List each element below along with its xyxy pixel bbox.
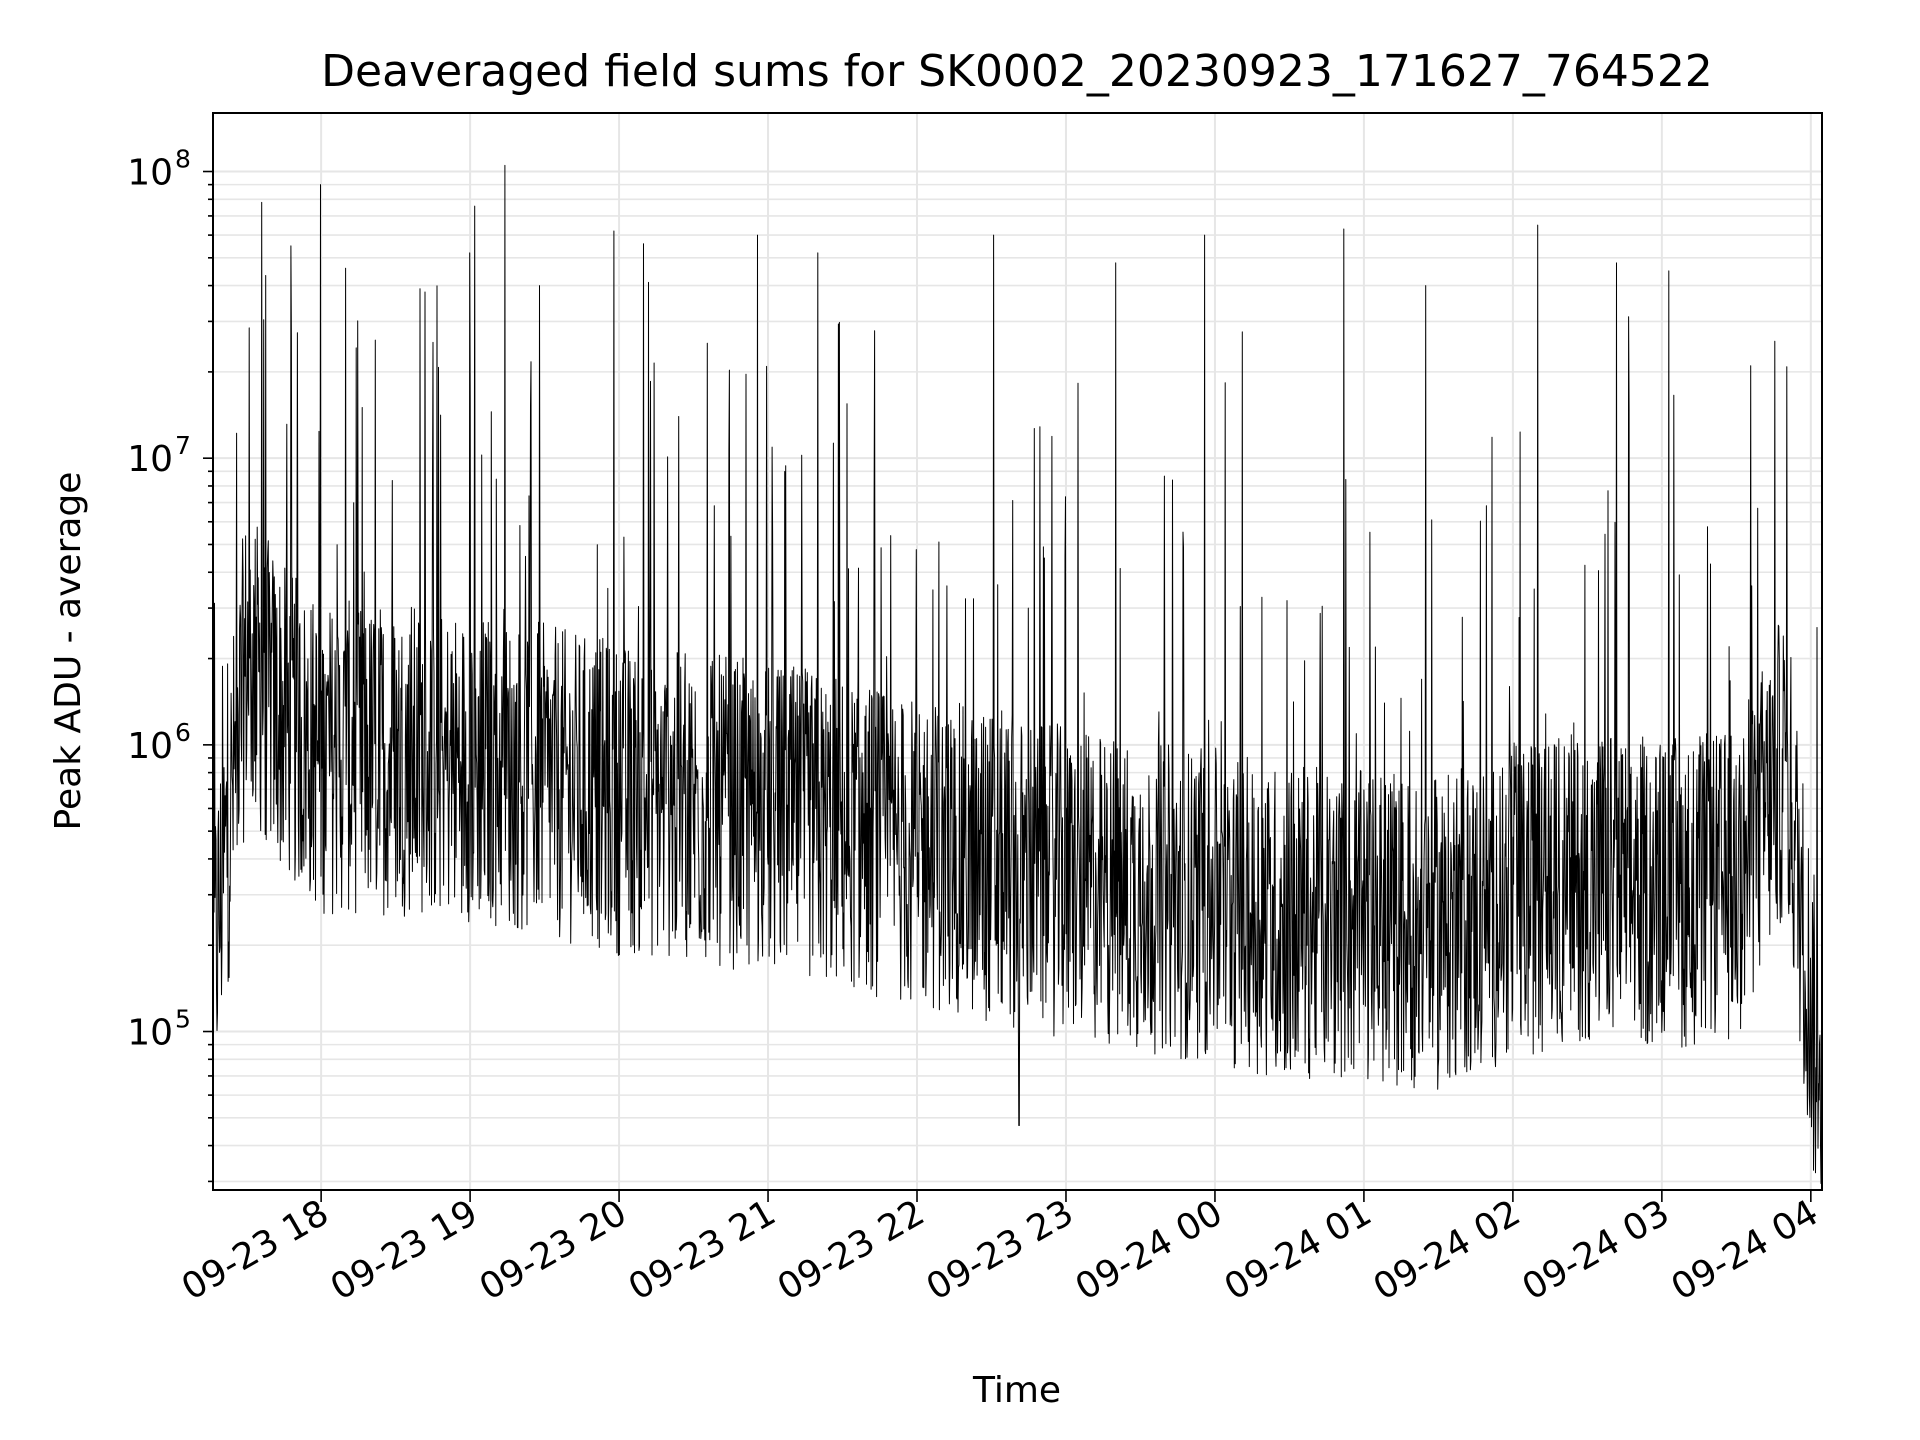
x-tick-label: 09-23 19 — [324, 1192, 485, 1308]
y-tick-exp: 5 — [175, 1005, 191, 1034]
plot-area — [213, 164, 1822, 1184]
y-tick-base: 10 — [127, 153, 173, 194]
x-tick-label: 09-23 18 — [175, 1192, 336, 1308]
x-tick-label: 09-23 21 — [622, 1192, 783, 1308]
x-tick-label: 09-24 01 — [1218, 1192, 1379, 1308]
x-tick-label: 09-24 04 — [1665, 1192, 1826, 1308]
y-tick-label: 10 5 — [127, 1005, 191, 1054]
grid-lines — [213, 113, 1822, 1190]
x-tick-label: 09-24 03 — [1516, 1192, 1677, 1308]
series-line — [213, 164, 1822, 1184]
y-tick-exp: 8 — [175, 145, 191, 174]
y-tick-base: 10 — [127, 726, 173, 767]
y-tick-label: 10 6 — [127, 718, 191, 767]
x-tick-label: 09-23 20 — [473, 1192, 634, 1308]
y-tick-base: 10 — [127, 1013, 173, 1054]
y-tick-base: 10 — [127, 439, 173, 480]
x-tick-label: 09-23 22 — [771, 1192, 932, 1308]
chart-title: Deaveraged field sums for SK0002_2023092… — [321, 46, 1713, 97]
x-axis-label: Time — [972, 1370, 1061, 1411]
y-axis-label: Peak ADU - average — [48, 472, 89, 831]
x-tick-label: 09-23 23 — [920, 1192, 1081, 1308]
y-tick-exp: 6 — [175, 718, 191, 747]
y-tick-label: 10 7 — [127, 431, 191, 480]
y-tick-label: 10 8 — [127, 145, 191, 194]
x-tick-label: 09-24 00 — [1069, 1192, 1230, 1308]
x-tick-label: 09-24 02 — [1367, 1192, 1528, 1308]
y-tick-exp: 7 — [175, 431, 191, 460]
plot-frame — [212, 112, 1823, 1191]
